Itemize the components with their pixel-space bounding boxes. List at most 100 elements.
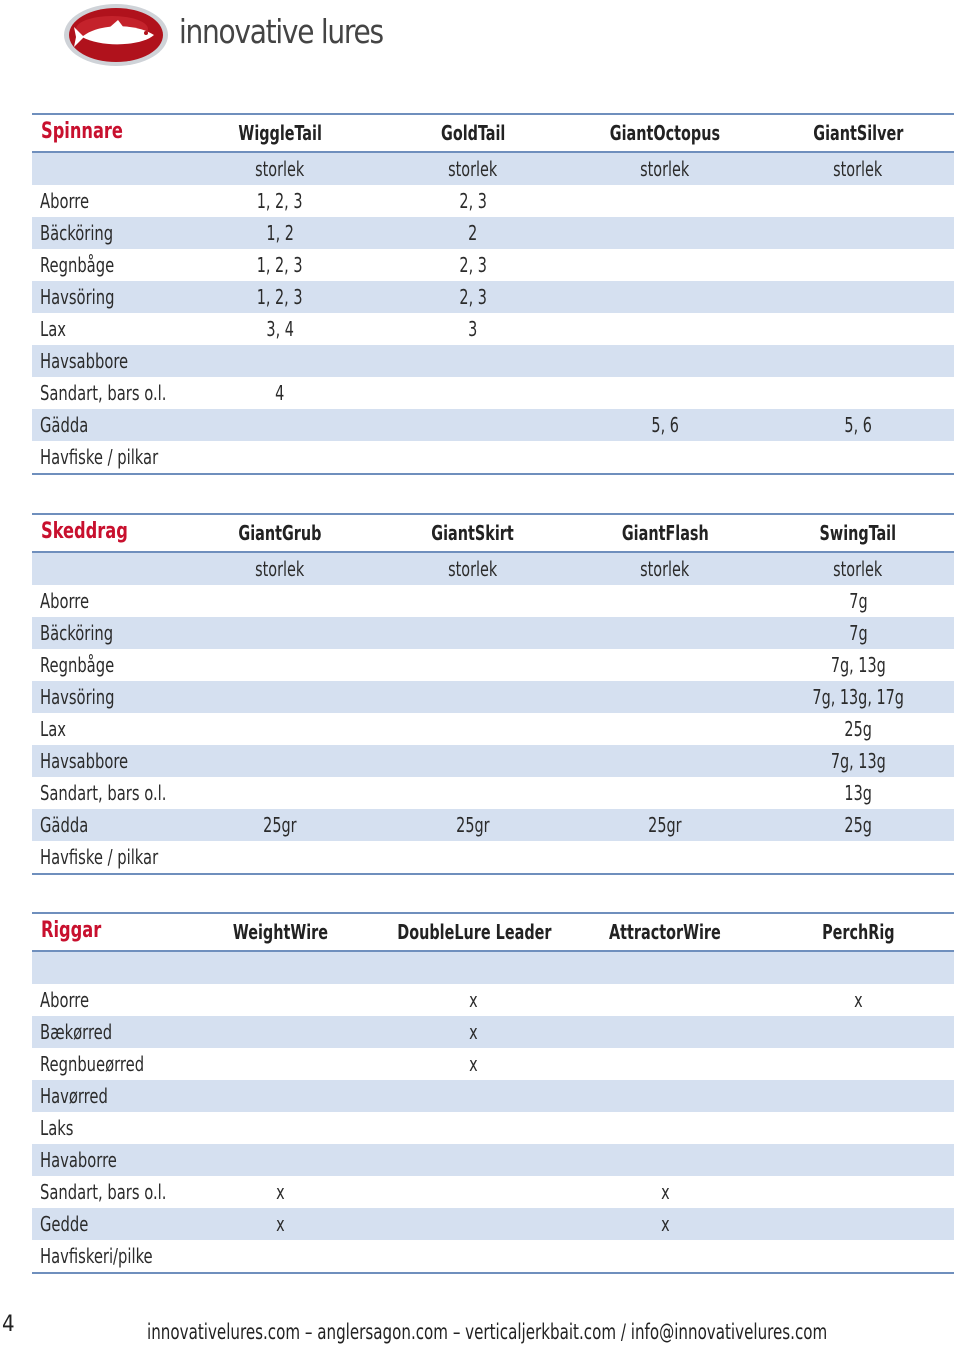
row-label: Regnbåge bbox=[40, 653, 115, 677]
table-bottom-rule bbox=[32, 1272, 954, 1274]
table-cell: 2 bbox=[468, 221, 478, 245]
row-label: Havsöring bbox=[40, 685, 115, 709]
row-label: Gädda bbox=[40, 413, 89, 437]
column-header: DoubleLure Leader bbox=[397, 920, 552, 944]
row-label: Havørred bbox=[40, 1084, 108, 1108]
table-cell: 7g bbox=[848, 621, 868, 645]
table-row: Havsabbore 7g, 13g bbox=[32, 745, 954, 777]
table-cell: 2, 3 bbox=[459, 189, 487, 213]
table-row: Bækørred x bbox=[32, 1016, 954, 1048]
table-cell: 25gr bbox=[263, 813, 297, 837]
table-row: Havfiskeri/pilke bbox=[32, 1240, 954, 1272]
table-row: Regnbåge 7g, 13g bbox=[32, 649, 954, 681]
table-row: Regnbåge 1, 2, 3 2, 3 bbox=[32, 249, 954, 281]
table-cell: 1, 2, 3 bbox=[257, 285, 303, 309]
table-row: Havaborre bbox=[32, 1144, 954, 1176]
table-cell: x bbox=[468, 1020, 478, 1044]
table-cell: 7g bbox=[848, 589, 868, 613]
column-header: GiantSilver bbox=[812, 121, 904, 145]
row-label: Regnbåge bbox=[40, 253, 115, 277]
table-row: Havørred bbox=[32, 1080, 954, 1112]
row-label: Havsabbore bbox=[40, 349, 129, 373]
brand-name: innovative lures bbox=[179, 12, 384, 51]
table-header: Skeddrag GiantGrub GiantSkirt GiantFlash Swi… bbox=[32, 513, 954, 553]
column-header: GiantOctopus bbox=[609, 121, 721, 145]
row-label: Havsöring bbox=[40, 285, 115, 309]
column-header: WeightWire bbox=[232, 920, 328, 944]
row-label: Laks bbox=[40, 1116, 74, 1140]
subheader-cell: storlek bbox=[833, 557, 883, 581]
table-cell: 3 bbox=[468, 317, 478, 341]
table-row: Gädda 5, 6 5, 6 bbox=[32, 409, 954, 441]
table-cell: 25g bbox=[844, 813, 872, 837]
table-row: Havfiske / pilkar bbox=[32, 841, 954, 873]
table-section-riggar: Riggar WeightWire DoubleLure Leader Attract… bbox=[32, 912, 954, 1274]
row-label: Havfiskeri/pilke bbox=[40, 1244, 153, 1268]
column-header: GiantGrub bbox=[238, 521, 322, 545]
table-cell: x bbox=[660, 1180, 670, 1204]
table-cell: 7g, 13g bbox=[830, 749, 886, 773]
table-row: Aborre 7g bbox=[32, 585, 954, 617]
table-cell: x bbox=[468, 1052, 478, 1076]
column-header: AttractorWire bbox=[609, 920, 721, 944]
table-section-spinnare: Spinnare WiggleTail GoldTail GiantOctopus Gi… bbox=[32, 113, 954, 475]
table-row: Gädda 25gr 25gr 25gr 25g bbox=[32, 809, 954, 841]
row-label: Bäcköring bbox=[40, 221, 114, 245]
table-row: Bäcköring 7g bbox=[32, 617, 954, 649]
table-section-skeddrag: Skeddrag GiantGrub GiantSkirt GiantFlash Swi… bbox=[32, 513, 954, 875]
row-label: Bäcköring bbox=[40, 621, 114, 645]
table-row: Aborre x x bbox=[32, 984, 954, 1016]
subheader-row: storlek storlek storlek storlek bbox=[32, 153, 954, 185]
table-cell: x bbox=[853, 988, 863, 1012]
subheader-cell: storlek bbox=[640, 557, 690, 581]
table-cell: x bbox=[275, 1180, 285, 1204]
row-label: Havaborre bbox=[40, 1148, 117, 1172]
row-label: Aborre bbox=[40, 189, 90, 213]
table-row: Havfiske / pilkar bbox=[32, 441, 954, 473]
column-header: GiantSkirt bbox=[431, 521, 515, 545]
row-label: Bækørred bbox=[40, 1020, 113, 1044]
subheader-row bbox=[32, 952, 954, 984]
row-label: Havfiske / pilkar bbox=[40, 845, 159, 869]
table-cell: 25gr bbox=[648, 813, 682, 837]
column-header: PerchRig bbox=[821, 920, 895, 944]
table-cell: 2, 3 bbox=[459, 253, 487, 277]
table-row: Aborre 1, 2, 3 2, 3 bbox=[32, 185, 954, 217]
subheader-cell: storlek bbox=[255, 557, 305, 581]
table-cell: x bbox=[468, 988, 478, 1012]
table-header: Spinnare WiggleTail GoldTail GiantOctopus Gi… bbox=[32, 113, 954, 153]
subheader-cell: storlek bbox=[833, 157, 883, 181]
table-cell: 25g bbox=[844, 717, 872, 741]
table-row: Regnbueørred x bbox=[32, 1048, 954, 1080]
table-cell: 5, 6 bbox=[844, 413, 872, 437]
table-cell: 1, 2, 3 bbox=[257, 189, 303, 213]
table-bottom-rule bbox=[32, 873, 954, 875]
table-cell: x bbox=[660, 1212, 670, 1236]
section-title: Skeddrag bbox=[41, 519, 128, 544]
table-row: Lax 3, 4 3 bbox=[32, 313, 954, 345]
subheader-row: storlek storlek storlek storlek bbox=[32, 553, 954, 585]
table-cell: x bbox=[275, 1212, 285, 1236]
row-label: Aborre bbox=[40, 988, 90, 1012]
row-label: Sandart, bars o.l. bbox=[40, 781, 167, 805]
row-label: Sandart, bars o.l. bbox=[40, 1180, 167, 1204]
table-cell: 13g bbox=[844, 781, 872, 805]
footer-links: innovativelures.com – anglersagon.com – … bbox=[147, 1320, 828, 1344]
table-row: Sandart, bars o.l. x x bbox=[32, 1176, 954, 1208]
table-cell: 7g, 13g, 17g bbox=[812, 685, 904, 709]
row-label: Havsabbore bbox=[40, 749, 129, 773]
table-cell: 1, 2 bbox=[266, 221, 294, 245]
table-row: Havsöring 1, 2, 3 2, 3 bbox=[32, 281, 954, 313]
subheader-cell: storlek bbox=[448, 157, 498, 181]
table-cell: 1, 2, 3 bbox=[257, 253, 303, 277]
table-row: Gedde x x bbox=[32, 1208, 954, 1240]
column-header: SwingTail bbox=[819, 521, 897, 545]
row-label: Lax bbox=[40, 717, 66, 741]
table-cell: 4 bbox=[275, 381, 285, 405]
table-cell: 5, 6 bbox=[651, 413, 679, 437]
table-row: Lax 25g bbox=[32, 713, 954, 745]
table-row: Bäcköring 1, 2 2 bbox=[32, 217, 954, 249]
row-label: Sandart, bars o.l. bbox=[40, 381, 167, 405]
table-row: Sandart, bars o.l. 4 bbox=[32, 377, 954, 409]
brand-logo: innovative lures bbox=[62, 2, 392, 68]
